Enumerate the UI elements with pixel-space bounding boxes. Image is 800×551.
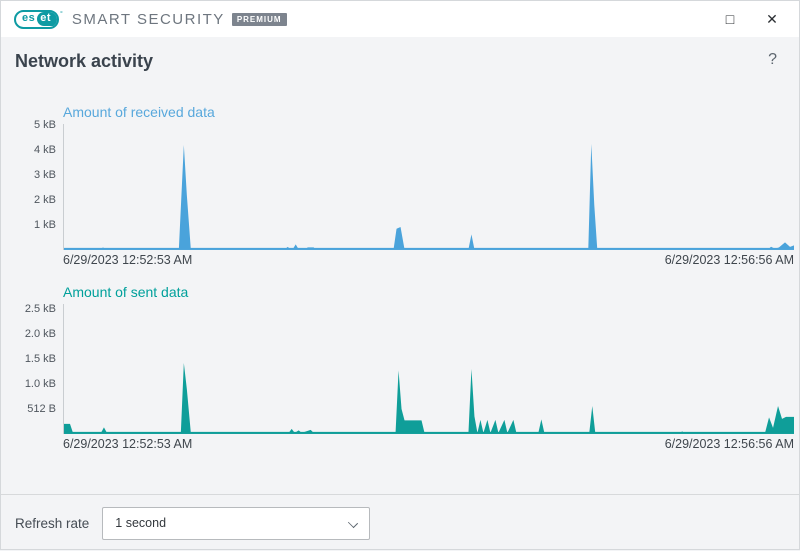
footer-bar: Refresh rate 1 second bbox=[1, 495, 799, 551]
refresh-rate-label: Refresh rate bbox=[15, 515, 90, 531]
sent-y-axis: 2.5 kB 2.0 kB 1.5 kB 1.0 kB 512 B bbox=[15, 303, 63, 434]
brand-name: SMART SECURITY bbox=[71, 10, 225, 28]
received-chart-body: 5 kB 4 kB 3 kB 2 kB 1 kB bbox=[15, 119, 794, 250]
y-tick-label: 2.0 kB bbox=[24, 328, 56, 340]
eset-logo-text-left: es bbox=[22, 12, 36, 24]
footer-divider bbox=[1, 494, 799, 495]
received-chart-title: Amount of received data bbox=[63, 104, 215, 120]
sent-x-start-label: 6/29/2023 12:52:53 AM bbox=[63, 437, 193, 451]
window-controls: □ ✕ bbox=[713, 5, 789, 33]
refresh-rate-value: 1 second bbox=[115, 516, 167, 530]
sent-chart-body: 2.5 kB 2.0 kB 1.5 kB 1.0 kB 512 B bbox=[15, 303, 794, 434]
sent-x-axis: 6/29/2023 12:52:53 AM 6/29/2023 12:56:56… bbox=[63, 437, 794, 451]
y-tick-label: 4 kB bbox=[33, 144, 56, 156]
titlebar: es et ° SMART SECURITY PREMIUM □ ✕ bbox=[1, 1, 799, 37]
received-x-end-label: 6/29/2023 12:56:56 AM bbox=[664, 253, 794, 267]
y-tick-label: 2.5 kB bbox=[24, 303, 56, 315]
y-tick-label: 512 B bbox=[27, 403, 56, 415]
help-icon[interactable]: ? bbox=[768, 51, 777, 68]
y-tick-label: 1.0 kB bbox=[24, 378, 56, 390]
eset-logo-trademark: ° bbox=[60, 10, 63, 18]
y-tick-label: 1 kB bbox=[33, 219, 56, 231]
eset-logo-text-right: et bbox=[37, 12, 58, 26]
area-series bbox=[64, 363, 794, 434]
refresh-rate-select[interactable]: 1 second bbox=[102, 506, 371, 540]
sent-chart-title: Amount of sent data bbox=[63, 284, 189, 300]
sent-area-plot bbox=[63, 304, 794, 434]
eset-logo-icon: es et bbox=[14, 9, 60, 29]
sent-x-end-label: 6/29/2023 12:56:56 AM bbox=[664, 437, 794, 451]
chevron-down-icon bbox=[348, 517, 359, 528]
received-area-plot bbox=[63, 124, 794, 250]
premium-badge: PREMIUM bbox=[231, 12, 287, 26]
received-x-axis: 6/29/2023 12:52:53 AM 6/29/2023 12:56:56… bbox=[63, 253, 794, 267]
y-tick-label: 2 kB bbox=[33, 194, 56, 206]
sent-data-chart: Amount of sent data 2.5 kB 2.0 kB 1.5 kB 1.… bbox=[15, 284, 794, 451]
maximize-button[interactable]: □ bbox=[713, 5, 747, 33]
y-tick-label: 5 kB bbox=[33, 119, 56, 131]
received-x-start-label: 6/29/2023 12:52:53 AM bbox=[63, 253, 193, 267]
received-data-chart: Amount of received data 5 kB 4 kB 3 kB 2 kB… bbox=[15, 104, 794, 267]
y-tick-label: 3 kB bbox=[33, 169, 56, 181]
y-tick-label: 1.5 kB bbox=[24, 353, 56, 365]
close-button[interactable]: ✕ bbox=[755, 5, 789, 33]
received-y-axis: 5 kB 4 kB 3 kB 2 kB 1 kB bbox=[15, 119, 63, 250]
page-title: Network activity bbox=[15, 51, 154, 71]
area-series bbox=[64, 143, 794, 250]
